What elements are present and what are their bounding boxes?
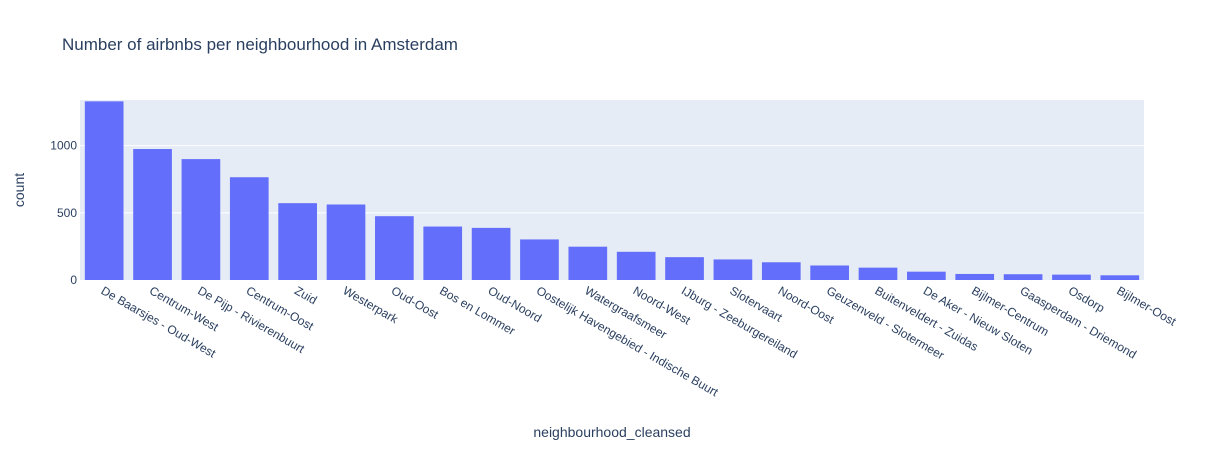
bar (858, 267, 898, 280)
bar (520, 239, 559, 280)
x-tick-label: Zuid (292, 283, 319, 307)
chart-title: Number of airbnbs per neighbourhood in A… (62, 35, 458, 54)
y-tick-label: 500 (57, 206, 77, 220)
bar (375, 216, 414, 280)
y-tick-label: 1000 (50, 139, 77, 153)
bar (1003, 274, 1043, 280)
bars (84, 101, 1140, 280)
y-tick-label: 0 (70, 273, 77, 287)
bar (907, 271, 946, 280)
y-axis-title: count (11, 173, 27, 207)
bar (1052, 274, 1091, 280)
bar (181, 159, 221, 280)
x-axis-title: neighbourhood_cleansed (533, 424, 690, 440)
bar (810, 265, 849, 280)
bar (955, 273, 995, 280)
bar (1100, 275, 1140, 280)
bar (713, 259, 753, 280)
bar (278, 203, 317, 280)
bar (616, 251, 656, 280)
bar (229, 177, 269, 280)
x-tick-label: Bijlmer-Oost (1114, 283, 1179, 328)
bar (84, 101, 124, 280)
y-axis-ticks: 0 500 1000 (50, 139, 77, 287)
bar (665, 257, 704, 280)
bar (568, 246, 608, 280)
bar (133, 149, 172, 280)
bar (761, 262, 801, 280)
bar (423, 226, 463, 280)
bar (326, 204, 366, 280)
bar (471, 227, 511, 280)
